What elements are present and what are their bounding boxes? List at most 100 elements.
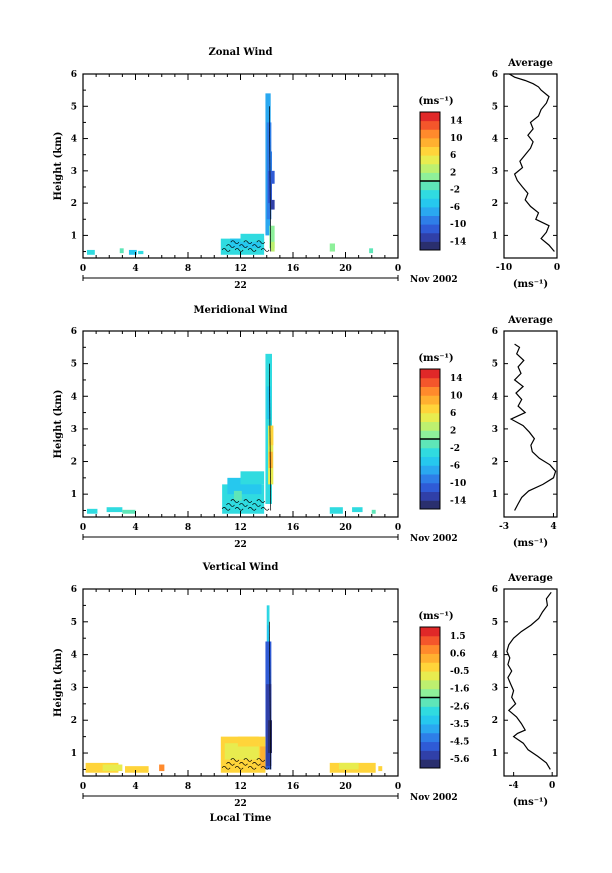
colorbar-label: -4.5 <box>450 738 469 748</box>
avg-x-tick-label: -4 <box>509 781 519 791</box>
y-tick-label: 3 <box>71 425 77 435</box>
y-tick-label: 4 <box>71 651 77 661</box>
contour-segment <box>269 106 272 252</box>
x-tick-label: 4 <box>132 264 138 274</box>
avg-x-tick-label: -10 <box>496 263 512 273</box>
avg-y-tick-label: 2 <box>492 458 498 468</box>
avg-y-tick-label: 1 <box>492 749 498 759</box>
contour-segment <box>247 506 257 511</box>
y-tick-label: 5 <box>71 360 77 370</box>
y-tick-label: 1 <box>71 231 77 241</box>
avg-y-tick-label: 3 <box>492 425 498 435</box>
heatmap-cell <box>268 151 272 171</box>
contour-segment <box>234 765 244 770</box>
panel-title: Zonal Wind <box>208 47 272 58</box>
y-tick-label: 6 <box>71 70 77 80</box>
average-line <box>508 73 555 252</box>
colorbar-swatch <box>420 206 440 216</box>
colorbar-label: 10 <box>450 391 463 401</box>
heatmap-cell <box>269 425 274 446</box>
heatmap-cell <box>237 736 259 747</box>
colorbar-swatch <box>420 198 440 208</box>
contour-segment <box>234 506 244 511</box>
colorbar-label: -3.5 <box>450 720 469 730</box>
colorbar-swatch <box>420 369 440 379</box>
colorbar-label: -0.5 <box>450 667 469 677</box>
x-tick-label: 8 <box>185 782 191 792</box>
colorbar-label: 0.6 <box>450 649 466 659</box>
heatmap-cell <box>233 490 242 501</box>
avg-x-tick-label: 4 <box>550 522 556 532</box>
avg-x-tick-label: 0 <box>549 781 555 791</box>
avg-x-tick-label: -3 <box>499 522 509 532</box>
colorbar-label: -14 <box>450 237 466 247</box>
heatmap-cell <box>86 508 98 514</box>
heatmap-cell <box>106 507 123 513</box>
y-tick-label: 5 <box>71 102 77 112</box>
plot-frame <box>82 73 399 259</box>
colorbar-swatch <box>420 412 440 422</box>
contour-segment <box>260 765 270 770</box>
colorbar-label: 6 <box>450 151 456 161</box>
y-tick-label: 1 <box>71 490 77 500</box>
colorbar-swatch <box>420 215 440 225</box>
colorbar-label: 2 <box>450 426 456 436</box>
avg-y-tick-label: 5 <box>492 618 498 628</box>
heatmap-cell <box>270 199 275 210</box>
x-axis-label: Local Time <box>210 813 272 824</box>
contour-segment <box>230 758 240 762</box>
colorbar-swatch <box>420 189 440 199</box>
average-frame <box>503 588 558 777</box>
contour-segment <box>252 503 261 507</box>
y-axis-label: Height (km) <box>53 132 64 201</box>
avg-y-tick-label: 3 <box>492 167 498 177</box>
month-year-label: Nov 2002 <box>410 534 458 544</box>
colorbar-label: -2 <box>450 444 460 454</box>
heatmap-cell <box>270 170 275 184</box>
colorbar-label: 14 <box>450 117 463 127</box>
x-tick-label: 16 <box>287 523 300 533</box>
avg-x-axis-label: (ms⁻¹) <box>513 279 548 290</box>
contour-segment <box>247 248 257 252</box>
panel-title: Meridional Wind <box>193 305 287 316</box>
contour-segment <box>221 248 231 252</box>
contour-segment <box>269 621 272 770</box>
colorbar-swatch <box>420 750 440 760</box>
heatmap-cell <box>268 720 272 754</box>
heatmap-cell <box>128 249 137 255</box>
heatmap-cell <box>378 766 383 772</box>
colorbar-label: -6 <box>450 203 460 213</box>
y-tick-label: 1 <box>71 749 77 759</box>
contour-segment <box>239 244 248 248</box>
x-tick-label: 0 <box>395 523 401 533</box>
avg-y-tick-label: 4 <box>492 651 498 661</box>
colorbar-unit: (ms⁻¹) <box>418 611 453 622</box>
heatmap-cell <box>159 764 165 772</box>
colorbar-label: -10 <box>450 479 466 489</box>
contour-segment <box>260 506 270 511</box>
heatmap-cell <box>230 238 262 249</box>
contour-segment <box>243 499 253 503</box>
heatmap-cells <box>86 93 374 255</box>
heatmap-cell <box>329 507 343 514</box>
colorbar-swatch <box>420 155 440 165</box>
x-tick-label: 4 <box>132 523 138 533</box>
contour-lines <box>221 621 272 770</box>
month-year-label: Nov 2002 <box>410 793 458 803</box>
avg-y-tick-label: 4 <box>492 135 498 145</box>
heatmap-cell <box>270 241 275 252</box>
y-tick-label: 4 <box>71 135 77 145</box>
heatmap-cell <box>240 471 265 485</box>
heatmap-cell <box>125 766 149 773</box>
avg-x-axis-label: (ms⁻¹) <box>513 538 548 549</box>
contour-segment <box>252 244 261 248</box>
colorbar-swatch <box>420 447 440 457</box>
heatmap-cell <box>352 507 363 513</box>
heatmap-cell <box>329 243 335 252</box>
colorbar-swatch <box>420 491 440 501</box>
x-tick-label: 16 <box>287 264 300 274</box>
colorbar-label: -2.6 <box>450 702 469 712</box>
x-tick-label: 4 <box>132 782 138 792</box>
y-tick-label: 5 <box>71 618 77 628</box>
